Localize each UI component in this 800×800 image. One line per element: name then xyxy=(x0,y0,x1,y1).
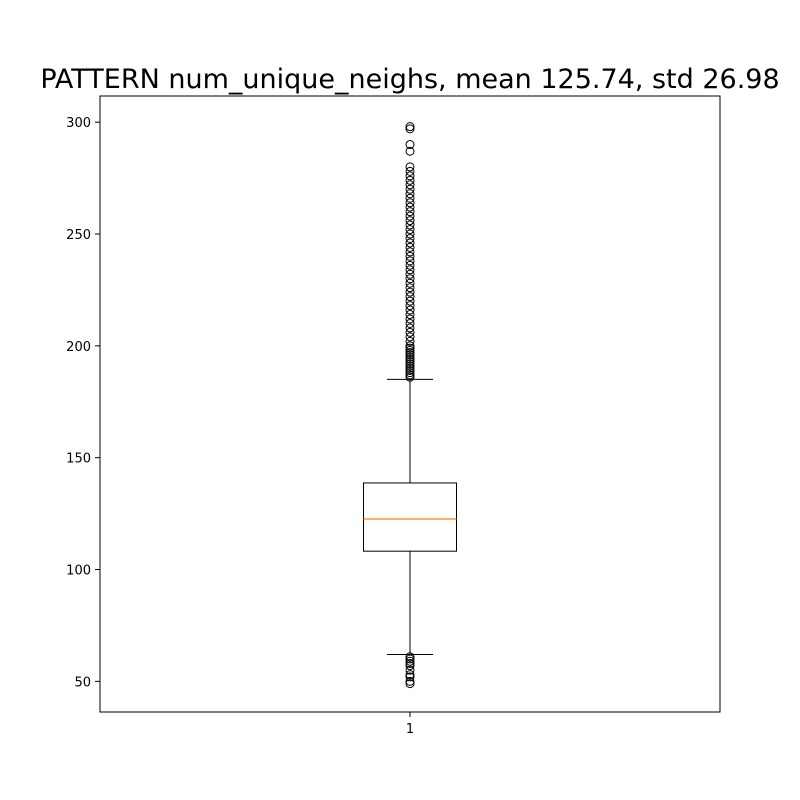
outlier-point xyxy=(405,672,415,682)
outlier-point xyxy=(405,368,415,378)
outlier-point xyxy=(405,676,415,686)
outlier-point xyxy=(405,146,415,156)
outlier-point xyxy=(405,363,415,373)
outlier-point xyxy=(405,372,415,382)
y-tick-label: 150 xyxy=(66,452,91,467)
y-tick-label: 250 xyxy=(66,228,91,243)
outlier-point xyxy=(405,323,415,333)
outlier-point xyxy=(405,283,415,293)
outlier-point xyxy=(405,256,415,266)
outlier-point xyxy=(405,211,415,221)
outlier-point xyxy=(405,343,415,353)
outlier-point xyxy=(405,341,415,351)
y-tick-label: 100 xyxy=(66,564,91,579)
outlier-point xyxy=(405,202,415,212)
outlier-point xyxy=(405,314,415,324)
outlier-point xyxy=(405,654,415,664)
outlier-point xyxy=(405,310,415,320)
outlier-point xyxy=(405,260,415,270)
outlier-point xyxy=(405,278,415,288)
outlier-point xyxy=(405,216,415,226)
outlier-point xyxy=(405,180,415,190)
outlier-point xyxy=(405,350,415,360)
outlier-point xyxy=(405,670,415,680)
outlier-point xyxy=(405,336,415,346)
outlier-point xyxy=(405,193,415,203)
outlier-point xyxy=(405,207,415,217)
y-axis: 50 100 150 200 250 300 xyxy=(66,116,100,690)
outlier-point xyxy=(405,348,415,358)
interquartile-box xyxy=(363,482,457,552)
outlier-point xyxy=(405,274,415,284)
outlier-point xyxy=(405,305,415,315)
outlier-point xyxy=(405,359,415,369)
outlier-point xyxy=(405,679,415,689)
outlier-point xyxy=(405,665,415,675)
outlier-point xyxy=(405,265,415,275)
outlier-point xyxy=(405,354,415,364)
outlier-point xyxy=(405,345,415,355)
outlier-point xyxy=(405,220,415,230)
outlier-point xyxy=(405,656,415,666)
outlier-point xyxy=(405,652,415,662)
outlier-point xyxy=(405,361,415,371)
outlier-point xyxy=(405,229,415,239)
chart-title: PATTERN num_unique_neighs, mean 125.74, … xyxy=(40,64,779,95)
outlier-point xyxy=(405,124,415,134)
outlier-point xyxy=(405,658,415,668)
outlier-point xyxy=(405,225,415,235)
outlier-point xyxy=(405,162,415,172)
outlier-point xyxy=(405,292,415,302)
outlier-point xyxy=(405,140,415,150)
outlier-point xyxy=(405,166,415,176)
outlier-point xyxy=(405,365,415,375)
outlier-point xyxy=(405,242,415,252)
outlier-point xyxy=(405,247,415,257)
outlier-point xyxy=(405,327,415,337)
outlier-point xyxy=(405,370,415,380)
outlier-point xyxy=(405,233,415,243)
outlier-point xyxy=(405,184,415,194)
x-axis: 1 xyxy=(406,712,414,737)
outlier-point xyxy=(405,301,415,311)
outlier-point xyxy=(405,357,415,367)
outlier-point xyxy=(405,352,415,362)
x-tick-label: 1 xyxy=(406,722,414,737)
y-tick-label: 200 xyxy=(66,340,91,355)
box-series xyxy=(363,378,457,656)
outlier-point xyxy=(405,287,415,297)
y-tick-label: 50 xyxy=(74,675,91,690)
outlier-point xyxy=(405,175,415,185)
outlier-point xyxy=(405,122,415,132)
outlier-series xyxy=(405,122,415,689)
outlier-point xyxy=(405,189,415,199)
outlier-point xyxy=(405,296,415,306)
outlier-point xyxy=(405,332,415,342)
outlier-point xyxy=(405,238,415,248)
y-tick-label: 300 xyxy=(66,116,91,131)
outlier-point xyxy=(405,171,415,181)
outlier-point xyxy=(405,198,415,208)
outlier-point xyxy=(405,269,415,279)
outlier-point xyxy=(405,251,415,261)
outlier-point xyxy=(405,318,415,328)
outlier-point xyxy=(405,661,415,671)
